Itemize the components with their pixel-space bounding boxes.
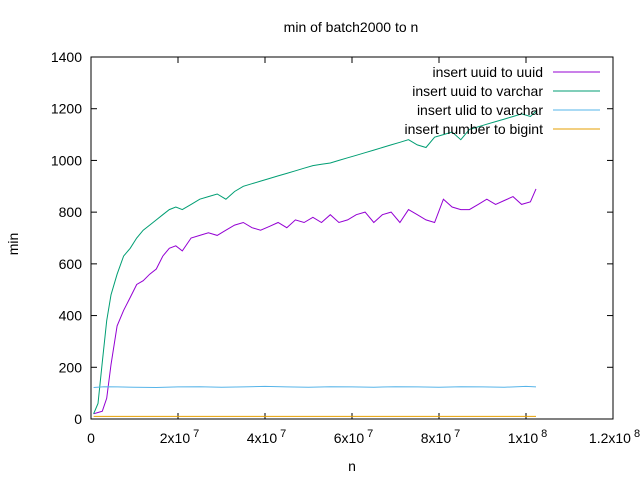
x-tick-label-base: 8x10	[421, 430, 452, 446]
y-tick-label: 400	[59, 308, 83, 324]
x-tick-label: 4x10 7	[247, 428, 286, 446]
x-tick-label-base: 1.2x10	[589, 430, 631, 446]
series-line-2	[93, 385, 537, 389]
x-tick-label-base: 2x10	[160, 430, 191, 446]
legend-label: insert number to bigint	[404, 121, 543, 137]
legend-label: insert uuid to uuid	[432, 64, 543, 80]
x-tick-label-base: 4x10	[247, 430, 278, 446]
x-tick-label-exponent: 8	[541, 428, 547, 440]
x-tick-label: 1.2x10 8	[589, 428, 640, 446]
y-tick-label: 1400	[51, 49, 82, 65]
series-line-1	[93, 110, 537, 414]
x-axis-label: n	[348, 458, 356, 474]
legend-label: insert ulid to varchar	[417, 102, 543, 118]
x-tick-label-base: 0	[87, 430, 95, 446]
y-tick-label: 1200	[51, 101, 82, 117]
x-tick-label: 6x10 7	[334, 428, 373, 446]
x-tick-label-exponent: 7	[367, 428, 373, 440]
y-tick-label: 800	[59, 204, 83, 220]
x-tick-label-exponent: 7	[454, 428, 460, 440]
x-tick-label-exponent: 8	[634, 428, 640, 440]
x-tick-label: 2x10 7	[160, 428, 199, 446]
x-tick-label: 8x10 7	[421, 428, 460, 446]
y-tick-label: 1000	[51, 152, 82, 168]
x-tick-label-base: 6x10	[334, 430, 365, 446]
legend-label: insert uuid to varchar	[412, 83, 543, 99]
x-tick-label: 0	[87, 430, 95, 446]
series-group	[93, 110, 537, 417]
x-tick-label-exponent: 7	[193, 428, 199, 440]
x-tick-label: 1x10 8	[508, 428, 547, 446]
y-axis-label: min	[5, 233, 21, 256]
legend: insert uuid to uuid insert uuid to varcha…	[404, 64, 600, 137]
series-line-0	[93, 188, 537, 415]
y-tick-label: 0	[74, 411, 82, 427]
y-tick-label: 600	[59, 256, 83, 272]
x-tick-label-exponent: 7	[280, 428, 286, 440]
y-tick-label: 200	[59, 359, 83, 375]
x-tick-label-base: 1x10	[508, 430, 539, 446]
chart-title: min of batch2000 to n	[284, 19, 419, 35]
